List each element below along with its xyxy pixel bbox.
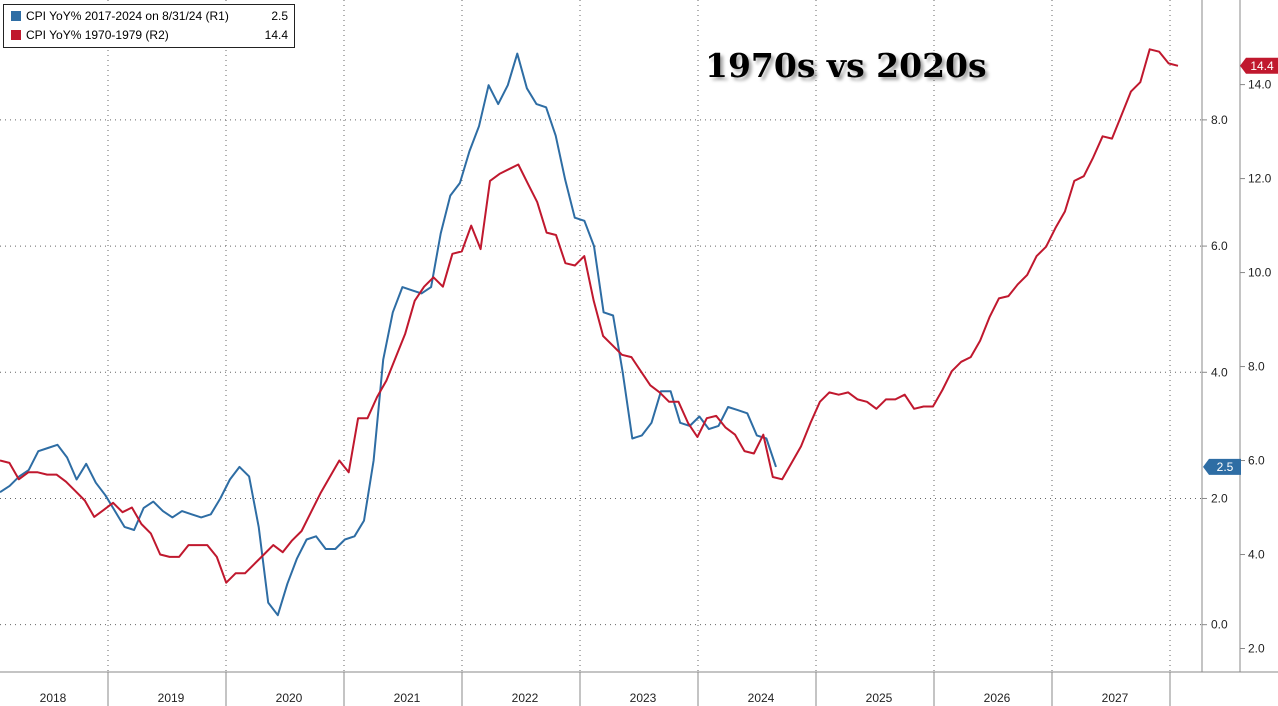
series-line-cpi-1970-1979 <box>0 48 1179 584</box>
x-tick-label: 2024 <box>748 691 775 705</box>
x-tick-label: 2023 <box>630 691 657 705</box>
r2-tick-label: 8.0 <box>1248 360 1265 374</box>
x-tick-label: 2019 <box>158 691 185 705</box>
legend-swatch-red <box>11 30 21 40</box>
last-value-tag-blue: 2.5 <box>1203 458 1241 475</box>
legend-swatch-blue <box>11 11 21 21</box>
r2-tick-label: 14.0 <box>1248 78 1272 92</box>
x-tick-label: 2020 <box>276 691 303 705</box>
r2-tick-label: 2.0 <box>1248 642 1265 656</box>
legend-item-cpi-2017-2024: CPI YoY% 2017-2024 on 8/31/24 (R1) 2.5 <box>4 7 294 26</box>
legend-item-cpi-1970-1979: CPI YoY% 1970-1979 (R2) 14.4 <box>4 26 294 45</box>
r2-tick-label: 6.0 <box>1248 454 1265 468</box>
x-tick-label: 2027 <box>1102 691 1129 705</box>
legend-value: 14.4 <box>264 28 288 42</box>
legend-value: 2.5 <box>271 9 288 23</box>
series-line-cpi-2017-2024 <box>0 52 777 617</box>
r1-tick-label: 0.0 <box>1211 618 1228 632</box>
svg-text:14.4: 14.4 <box>1250 59 1274 73</box>
r2-tick-label: 10.0 <box>1248 266 1272 280</box>
legend-label: CPI YoY% 2017-2024 on 8/31/24 (R1) <box>26 9 229 23</box>
x-tick-label: 2025 <box>866 691 893 705</box>
r1-tick-label: 4.0 <box>1211 365 1228 379</box>
r1-tick-label: 8.0 <box>1211 113 1228 127</box>
svg-text:2.5: 2.5 <box>1217 460 1234 474</box>
x-tick-label: 2026 <box>984 691 1011 705</box>
gridlines <box>0 0 1202 672</box>
r2-tick-label: 12.0 <box>1248 172 1272 186</box>
legend: CPI YoY% 2017-2024 on 8/31/24 (R1) 2.5 C… <box>3 4 295 48</box>
x-tick-label: 2022 <box>512 691 539 705</box>
r1-tick-label: 6.0 <box>1211 239 1228 253</box>
chart-title: 1970s vs 2020s <box>705 46 987 85</box>
r1-tick-label: 2.0 <box>1211 491 1228 505</box>
legend-label: CPI YoY% 1970-1979 (R2) <box>26 28 169 42</box>
x-tick-label: 2018 <box>40 691 67 705</box>
series-lines <box>0 48 1179 617</box>
r2-tick-label: 4.0 <box>1248 548 1265 562</box>
last-value-tag-red: 14.4 <box>1240 57 1278 74</box>
x-tick-label: 2021 <box>394 691 421 705</box>
axis-labels: 2018 2019 2020 2021 2022 2023 2024 2025 2026 2027… <box>40 57 1278 705</box>
